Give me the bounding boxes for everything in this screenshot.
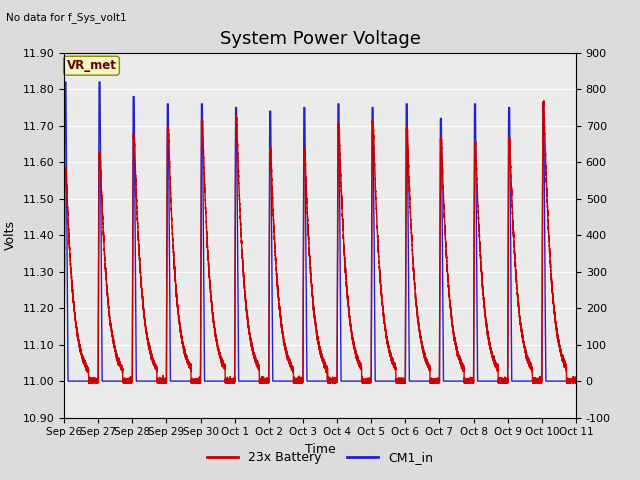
X-axis label: Time: Time bbox=[305, 443, 335, 456]
Legend: 23x Battery, CM1_in: 23x Battery, CM1_in bbox=[202, 446, 438, 469]
Y-axis label: Volts: Volts bbox=[4, 220, 17, 250]
Text: No data for f_Sys_volt1: No data for f_Sys_volt1 bbox=[6, 12, 127, 23]
Text: VR_met: VR_met bbox=[67, 59, 116, 72]
Title: System Power Voltage: System Power Voltage bbox=[220, 30, 420, 48]
